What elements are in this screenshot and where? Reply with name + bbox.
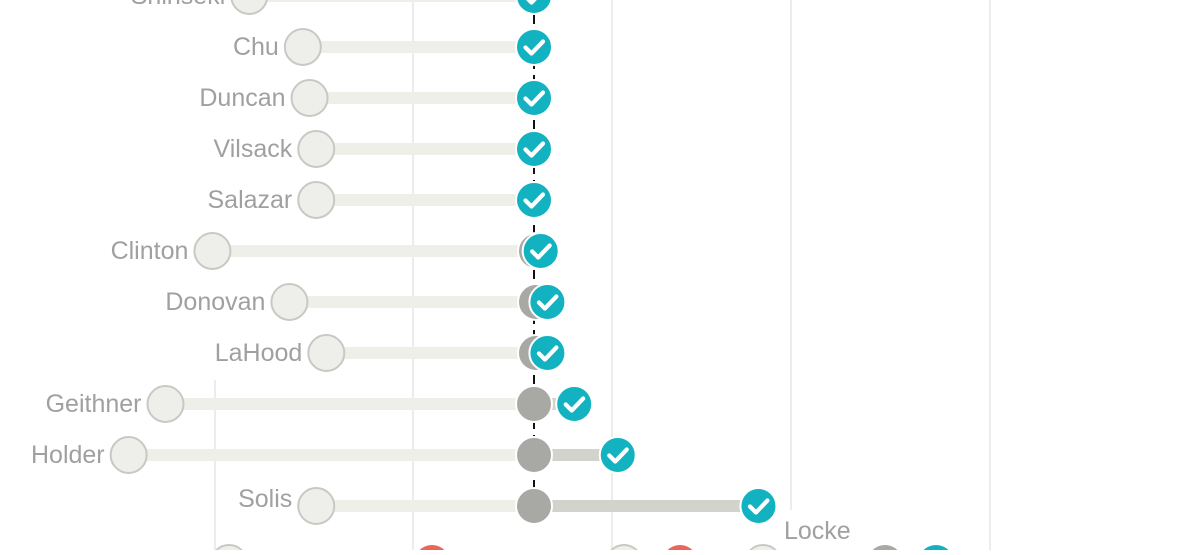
confirmed-dot bbox=[521, 232, 560, 270]
check-icon bbox=[530, 243, 552, 260]
row-chu: Chu bbox=[233, 28, 553, 66]
check-icon bbox=[523, 141, 546, 158]
row-geithner: Geithner bbox=[46, 385, 594, 423]
midpoint-dot bbox=[515, 385, 553, 423]
confirmed-dot bbox=[515, 130, 553, 168]
check-icon bbox=[536, 294, 559, 311]
row-label: Chu bbox=[233, 33, 279, 61]
rows: Shinseki Chu Duncan Vilsack Salazar Clinton Do… bbox=[31, 0, 778, 525]
confirmed-check-dot bbox=[515, 0, 553, 15]
start-dot bbox=[193, 232, 232, 270]
confirmed-check-dot bbox=[521, 232, 560, 270]
check-icon bbox=[523, 90, 546, 107]
start-dot bbox=[283, 28, 322, 66]
row-solis: Solis bbox=[238, 485, 778, 525]
confirmed-check-dot bbox=[515, 28, 553, 66]
gridlines bbox=[214, 0, 991, 550]
row-label: Vilsack bbox=[214, 135, 293, 163]
row-label: Shinseki bbox=[131, 0, 226, 10]
check-icon bbox=[536, 345, 559, 362]
confirmed-check-dot bbox=[739, 487, 778, 525]
confirmed-check-dot bbox=[515, 181, 553, 219]
confirmed-dot bbox=[555, 385, 594, 423]
check-icon bbox=[526, 0, 537, 5]
row-duncan: Duncan bbox=[199, 79, 553, 117]
midpoint-dot bbox=[868, 545, 902, 555]
confirmed-check-dot bbox=[528, 334, 567, 372]
check-icon bbox=[523, 192, 546, 209]
midpoint-dot bbox=[515, 487, 553, 525]
row-donovan: Donovan bbox=[165, 283, 567, 321]
rejected-dot bbox=[663, 545, 697, 555]
row-shinseki: Shinseki bbox=[131, 0, 553, 15]
confirmed-dot bbox=[528, 283, 567, 321]
row-clinton: Clinton bbox=[111, 232, 560, 270]
confirmed-dot bbox=[528, 334, 567, 372]
confirmed-dot bbox=[515, 79, 553, 117]
row-label: Solis bbox=[238, 485, 292, 513]
start-dot bbox=[297, 130, 336, 168]
confirmed-dot bbox=[515, 28, 553, 66]
start-dot bbox=[290, 79, 329, 117]
row-vilsack: Vilsack bbox=[214, 130, 553, 168]
midpoint-dot bbox=[515, 436, 553, 474]
row-label: Locke bbox=[784, 517, 851, 545]
check-icon bbox=[523, 39, 546, 56]
confirmed-dot bbox=[515, 181, 553, 219]
row-label: Salazar bbox=[207, 186, 292, 214]
confirmed-check-dot bbox=[598, 436, 637, 474]
start-dot bbox=[146, 385, 185, 423]
check-icon bbox=[607, 447, 629, 464]
row-salazar: Salazar bbox=[207, 181, 553, 219]
row-label: Clinton bbox=[111, 237, 189, 265]
start-dot bbox=[745, 544, 781, 555]
row-label: Geithner bbox=[46, 390, 142, 418]
start-dot bbox=[211, 544, 247, 555]
confirmed-dot bbox=[598, 436, 637, 474]
start-dot bbox=[606, 544, 642, 555]
start-dot bbox=[307, 334, 346, 372]
start-dot bbox=[230, 0, 268, 15]
row-holder: Holder bbox=[31, 436, 637, 474]
row-label: LaHood bbox=[215, 339, 303, 367]
start-dot bbox=[270, 283, 309, 321]
confirmed-dot bbox=[515, 0, 553, 15]
start-dot bbox=[297, 487, 336, 525]
row-label: Duncan bbox=[199, 84, 285, 112]
confirmed-check-dot bbox=[555, 385, 594, 423]
rejected-dot bbox=[415, 545, 449, 555]
check-icon bbox=[563, 396, 586, 413]
confirmed-check-dot bbox=[515, 130, 553, 168]
check-icon bbox=[747, 498, 770, 515]
row-lahood: LaHood bbox=[215, 334, 567, 372]
confirmed-check-dot bbox=[515, 79, 553, 117]
start-dot bbox=[109, 436, 148, 474]
confirmed-dot bbox=[919, 545, 953, 555]
row-label: Holder bbox=[31, 441, 105, 469]
confirmed-dot bbox=[739, 487, 778, 525]
start-dot bbox=[297, 181, 336, 219]
confirmed-check-dot bbox=[528, 283, 567, 321]
row-label: Donovan bbox=[165, 288, 265, 316]
